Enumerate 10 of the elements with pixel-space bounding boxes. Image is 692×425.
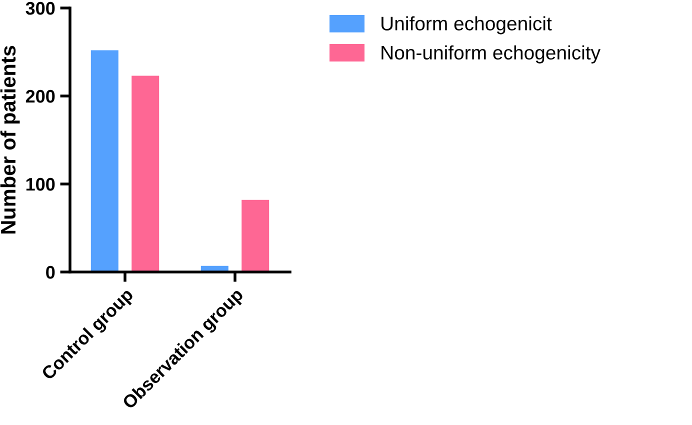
y-axis-title: Number of patients <box>0 46 20 234</box>
y-tick-label: 300 <box>26 2 55 15</box>
bar <box>90 50 118 272</box>
bar <box>132 76 160 272</box>
legend-label: Non-uniform echogenicity <box>382 45 600 64</box>
legend-label: Uniform echogenicit <box>382 16 552 34</box>
y-tick-label: 0 <box>46 266 55 279</box>
y-tick-label: 100 <box>26 178 55 191</box>
y-tick-label: 200 <box>26 90 55 103</box>
bar <box>242 200 270 272</box>
